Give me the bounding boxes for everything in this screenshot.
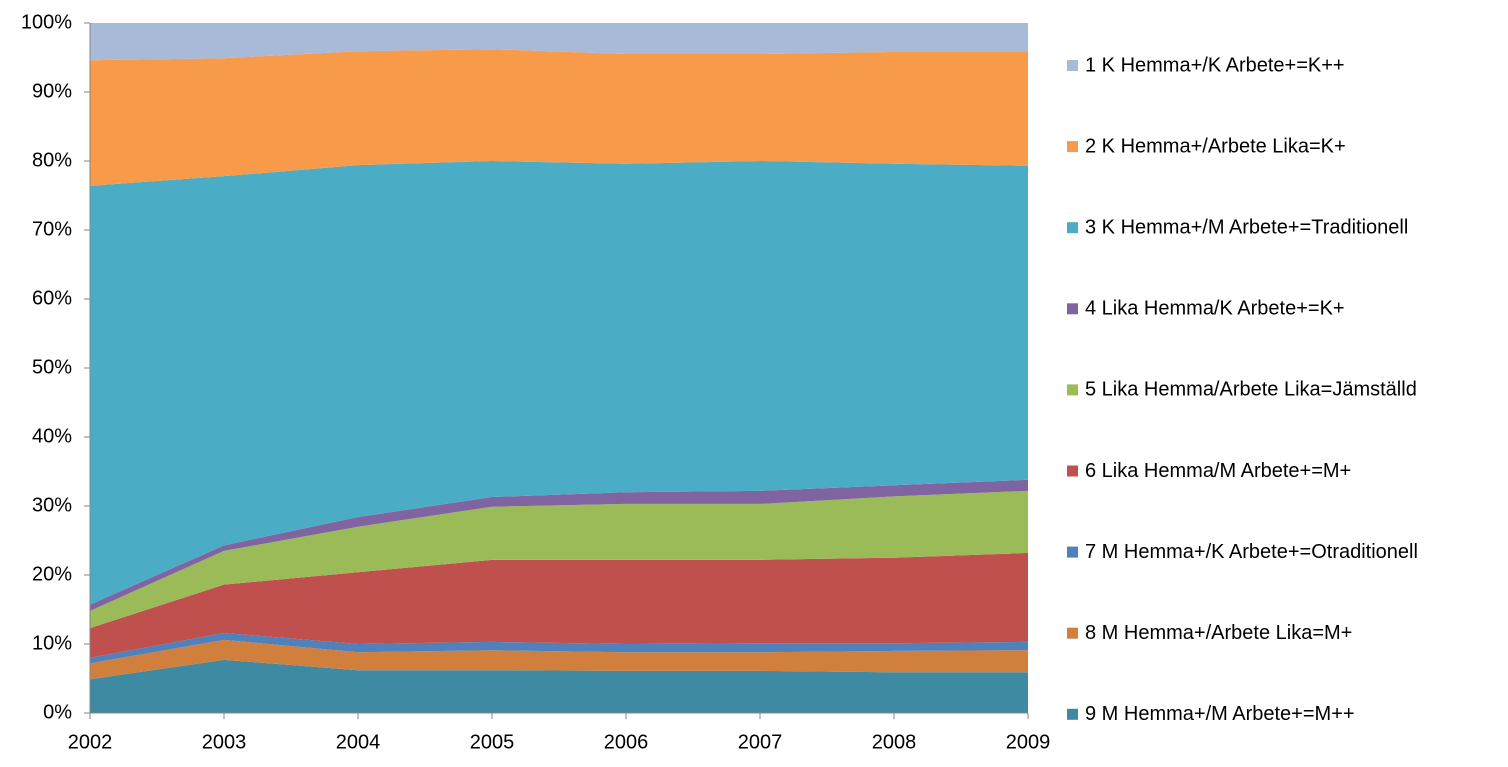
legend-swatch [1067,627,1078,639]
y-tick-label: 50% [32,356,72,378]
area [90,479,1028,611]
y-tick-label: 100% [21,11,72,33]
y-tick-label: 80% [32,149,72,171]
legend-label: 4 Lika Hemma/K Arbete+=K+ [1085,298,1345,320]
legend-swatch [1067,141,1078,153]
legend-label: 8 M Hemma+/Arbete Lika=M+ [1085,622,1352,644]
legend-swatch [1067,384,1078,396]
x-tick-label: 2007 [738,731,783,753]
area [90,49,1028,186]
x-tick-label: 2006 [604,731,649,753]
legend-swatch [1067,303,1078,315]
area [90,659,1028,713]
legend-swatch [1067,222,1078,234]
x-tick-label: 2009 [1006,731,1051,753]
legend-label: 6 Lika Hemma/M Arbete+=M+ [1085,460,1351,482]
x-tick-label: 2002 [68,731,113,753]
legend-label: 5 Lika Hemma/Arbete Lika=Jämställd [1085,379,1417,401]
x-tick-label: 2004 [336,731,381,753]
legend-label: 9 M Hemma+/M Arbete+=M++ [1085,703,1355,725]
area [90,161,1028,605]
y-tick-label: 0% [43,701,72,723]
x-tick-label: 2008 [872,731,917,753]
area [90,639,1028,680]
legend-swatch [1067,60,1078,71]
y-tick-label: 10% [32,632,72,654]
legend-label: 2 K Hemma+/Arbete Lika=K+ [1085,135,1346,157]
x-tick-label: 2003 [202,731,247,753]
area [90,552,1028,658]
area [90,490,1028,629]
legend-swatch [1067,465,1078,477]
y-tick-label: 70% [32,218,72,240]
legend-label: 7 M Hemma+/K Arbete+=Otraditionell [1085,541,1418,563]
y-tick-label: 20% [32,563,72,585]
legend-label: 3 K Hemma+/M Arbete+=Traditionell [1085,216,1408,238]
legend-label: 1 K Hemma+/K Arbete+=K++ [1085,54,1345,76]
legend-swatch [1067,708,1078,720]
y-tick-label: 60% [32,287,72,309]
y-tick-label: 30% [32,494,72,516]
area [90,23,1028,61]
area [90,632,1028,664]
y-tick-label: 90% [32,80,72,102]
x-tick-label: 2005 [470,731,515,753]
y-tick-label: 40% [32,425,72,447]
legend-swatch [1067,546,1078,558]
